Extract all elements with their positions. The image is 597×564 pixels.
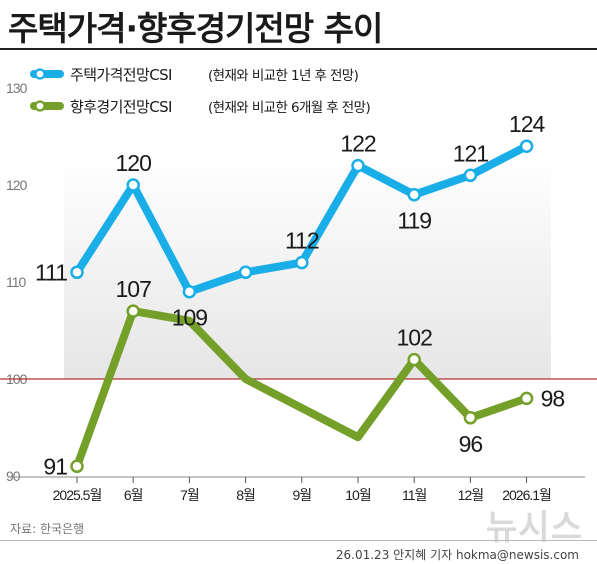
page-title: 주택가격·향후경기전망 추이 (8, 9, 383, 48)
series-points (70, 139, 534, 474)
legend-swatch-marker (34, 68, 46, 80)
data-point-marker (295, 255, 309, 270)
data-point-marker (126, 304, 140, 318)
legend-label: 주택가격전망CSI (70, 66, 172, 84)
x-tick-label: 2025.5월 (53, 487, 102, 503)
data-point-marker (519, 391, 534, 406)
y-tick-label: 130 (6, 80, 28, 96)
data-point-marker (182, 284, 197, 299)
x-tick-label: 6월 (124, 487, 143, 503)
data-label: 109 (172, 305, 208, 331)
x-tick-label: 12월 (458, 487, 484, 503)
x-tick-label: 10월 (345, 487, 371, 503)
legend-swatch-marker (34, 100, 46, 112)
data-point-marker (70, 459, 84, 474)
legend-note: (현재와 비교한 6개월 후 전망) (208, 100, 370, 116)
data-label: 102 (397, 325, 433, 351)
data-point-marker (407, 187, 421, 202)
legend-label: 향후경기전망CSI (70, 98, 172, 116)
data-point-marker (463, 411, 478, 425)
legend-note: (현재와 비교한 1년 후 전망) (208, 68, 359, 84)
x-tick-label: 9월 (292, 487, 311, 503)
footer-divider (0, 540, 597, 541)
data-point-marker (463, 168, 478, 183)
data-label: 112 (285, 228, 319, 254)
data-labels: 111 120 109 112 122 119 121 124 91 107 102 96 98 (35, 111, 565, 479)
x-tick-label: 11월 (402, 487, 427, 503)
data-point-marker (238, 265, 253, 280)
y-tick-label: 120 (6, 177, 28, 193)
byline: 26.01.23 안지혜 기자 hokma@newsis.com (335, 548, 579, 562)
data-label: 91 (43, 453, 67, 479)
title-underline (0, 48, 597, 50)
data-label: 98 (541, 385, 565, 411)
data-point-marker (126, 178, 140, 192)
data-label: 121 (453, 140, 489, 166)
data-point-marker (407, 352, 421, 367)
data-point-marker (351, 158, 365, 173)
series-line-2 (73, 307, 531, 471)
data-label: 96 (459, 431, 483, 457)
data-point-marker (519, 139, 534, 153)
data-point-marker (70, 265, 84, 280)
y-tick-label: 110 (6, 274, 27, 290)
y-tick-label: 90 (6, 468, 21, 484)
data-label: 111 (35, 259, 67, 285)
x-tick-label: 7월 (180, 487, 199, 503)
data-label: 107 (116, 276, 152, 302)
newsis-logo: 뉴시스 (486, 508, 583, 548)
data-label: 119 (397, 208, 431, 234)
source-note: 자료: 한국은행 (10, 522, 85, 536)
data-label: 120 (116, 150, 152, 176)
x-tick-label: 2026.1월 (502, 487, 551, 503)
data-label: 124 (509, 111, 546, 137)
legend: 주택가격전망CSI (현재와 비교한 1년 후 전망) 향후경기전망CSI (현재와 … (30, 66, 371, 116)
plot-band (64, 155, 551, 379)
data-label: 122 (340, 131, 376, 157)
x-tick-label: 8월 (236, 487, 255, 503)
